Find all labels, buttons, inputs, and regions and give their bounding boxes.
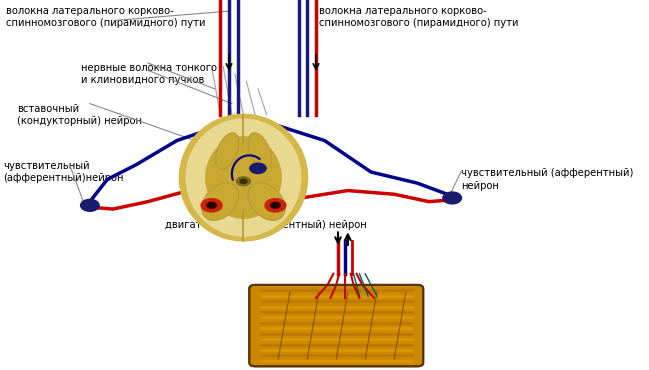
Text: двигательный (эфферентный) нейрон: двигательный (эфферентный) нейрон (165, 220, 367, 230)
Circle shape (240, 179, 247, 184)
Text: нервные волокна тонкого
и клиновидного пучков: нервные волокна тонкого и клиновидного п… (81, 63, 217, 85)
Circle shape (80, 199, 99, 211)
Text: волокна латерального корково-
спинномозгового (пирамидного) пути: волокна латерального корково- спинномозг… (319, 6, 519, 28)
Ellipse shape (248, 133, 271, 169)
Text: вставочный
(кондукторный) нейрон: вставочный (кондукторный) нейрон (18, 104, 142, 126)
Text: волокна латерального корково-
спинномозгового (пирамидного) пути: волокна латерального корково- спинномозг… (6, 6, 205, 28)
Circle shape (207, 202, 216, 208)
Circle shape (265, 199, 286, 212)
FancyBboxPatch shape (249, 285, 423, 366)
Text: чувствительный (афферентный)
нейрон: чувствительный (афферентный) нейрон (461, 168, 633, 191)
Ellipse shape (248, 183, 285, 221)
Circle shape (201, 199, 222, 212)
Circle shape (250, 163, 266, 174)
Ellipse shape (180, 115, 307, 240)
Circle shape (236, 177, 251, 186)
Circle shape (271, 202, 280, 208)
Ellipse shape (186, 118, 302, 237)
Text: чувствительный
(афферентный)нейрон: чувствительный (афферентный)нейрон (3, 161, 123, 184)
Ellipse shape (206, 137, 281, 218)
Ellipse shape (215, 133, 239, 169)
Circle shape (443, 192, 461, 204)
Ellipse shape (202, 183, 239, 221)
